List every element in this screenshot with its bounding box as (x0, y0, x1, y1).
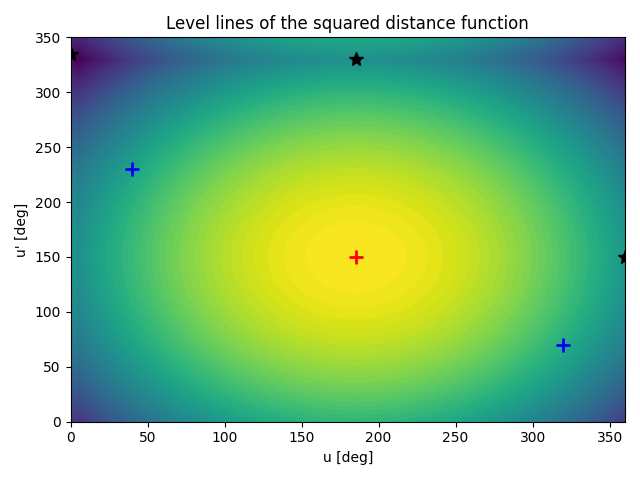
X-axis label: u [deg]: u [deg] (323, 451, 373, 465)
Title: Level lines of the squared distance function: Level lines of the squared distance func… (166, 15, 529, 33)
Y-axis label: u' [deg]: u' [deg] (15, 203, 29, 257)
